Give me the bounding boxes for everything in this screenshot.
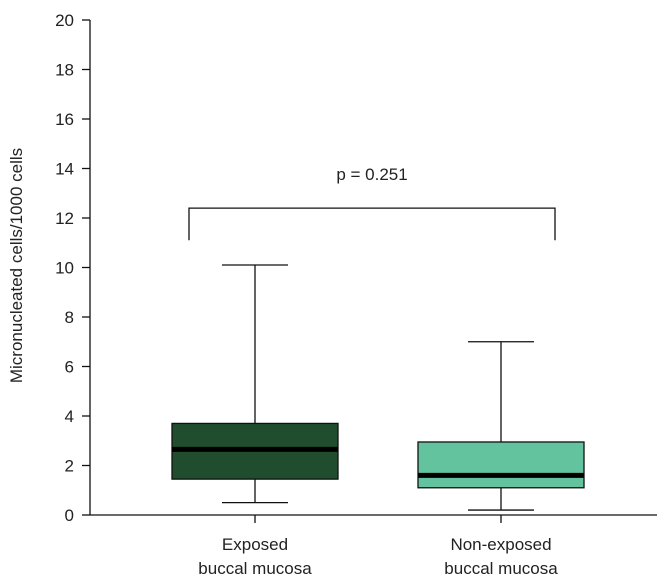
x-category-label: buccal mucosa — [444, 559, 558, 578]
iqr-box — [417, 441, 585, 489]
y-tick-label: 2 — [65, 457, 74, 476]
y-tick-label: 4 — [65, 407, 74, 426]
y-tick-label: 20 — [55, 11, 74, 30]
x-axis: Exposed buccal mucosa Non-exposed buccal mu… — [90, 514, 657, 578]
y-tick-label: 14 — [55, 160, 74, 179]
box-1 — [171, 264, 339, 504]
box-2 — [417, 341, 585, 511]
y-tick-label: 12 — [55, 209, 74, 228]
y-tick-label: 16 — [55, 110, 74, 129]
x-category-label: buccal mucosa — [198, 559, 312, 578]
x-category-label: Non-exposed — [450, 535, 551, 554]
x-category-label: Exposed — [222, 535, 288, 554]
y-tick-label: 18 — [55, 61, 74, 80]
y-tick-label: 10 — [55, 259, 74, 278]
y-tick-label: 6 — [65, 358, 74, 377]
y-axis: 0 2 4 6 8 10 12 14 16 18 20 — [55, 11, 91, 525]
y-tick-label: 0 — [65, 506, 74, 525]
significance-bracket — [188, 207, 556, 241]
p-value-label: p = 0.251 — [336, 165, 407, 184]
y-axis-title: Micronucleated cells/1000 cells — [7, 148, 26, 383]
box-series — [171, 264, 585, 511]
y-tick-label: 8 — [65, 308, 74, 327]
significance-annotation: p = 0.251 — [188, 165, 556, 241]
